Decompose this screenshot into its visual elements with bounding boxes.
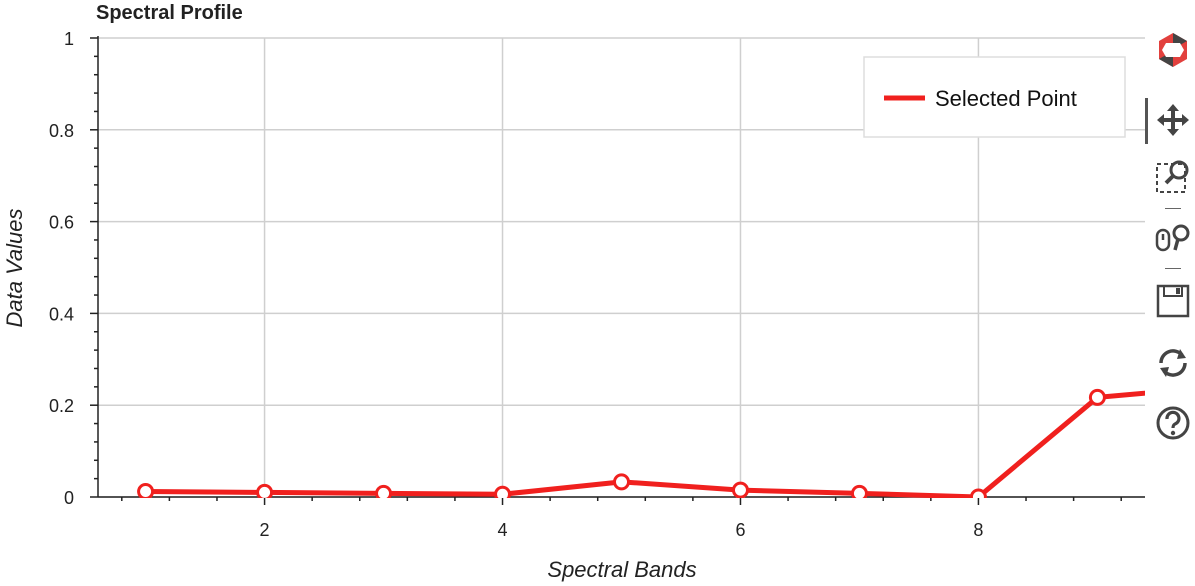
y-tick-label: 0.4 <box>49 304 74 324</box>
y-tick-label: 1 <box>64 29 74 49</box>
data-point <box>256 483 274 498</box>
y-tick-label: 0.2 <box>49 396 74 416</box>
help-icon[interactable] <box>1153 403 1193 443</box>
x-tick-label: 4 <box>498 520 508 540</box>
legend-box <box>863 56 1126 138</box>
pan-icon[interactable] <box>1153 100 1193 140</box>
box-zoom-icon[interactable] <box>1153 156 1193 196</box>
data-point <box>494 485 512 498</box>
series-line <box>145 390 1145 498</box>
data-point <box>613 473 630 491</box>
x-tick-label: 8 <box>973 520 983 540</box>
bokeh-logo-icon[interactable] <box>1153 30 1193 70</box>
y-tick-label: 0.8 <box>49 121 74 141</box>
save-icon[interactable] <box>1153 280 1193 320</box>
data-point <box>850 484 868 498</box>
active-tool-indicator <box>1145 98 1148 144</box>
plot-area[interactable]: 2 4 6 8 0 0.2 0.4 0.6 0.8 1 Spectral Bands Data V… <box>0 0 1145 586</box>
y-axis-title: Data Values <box>2 208 27 327</box>
reset-icon[interactable] <box>1153 343 1193 383</box>
toolbar-separator <box>1165 268 1181 269</box>
data-point <box>731 481 749 498</box>
data-point <box>137 482 155 498</box>
x-tick-label: 6 <box>735 520 745 540</box>
chart-title: Spectral Profile <box>96 2 243 24</box>
y-tick-label: 0.6 <box>49 213 74 233</box>
y-tick-label: 0 <box>64 488 74 508</box>
legend: Selected Point <box>863 56 1126 138</box>
data-point <box>969 488 987 498</box>
legend-label: Selected Point <box>935 86 1077 111</box>
toolbar-separator <box>1165 208 1181 209</box>
toolbar <box>1145 28 1195 458</box>
wheel-zoom-icon[interactable] <box>1153 218 1193 258</box>
x-tick-label: 2 <box>260 520 270 540</box>
data-point <box>1088 388 1106 406</box>
data-point <box>375 484 393 498</box>
x-axis-title: Spectral Bands <box>547 557 696 582</box>
